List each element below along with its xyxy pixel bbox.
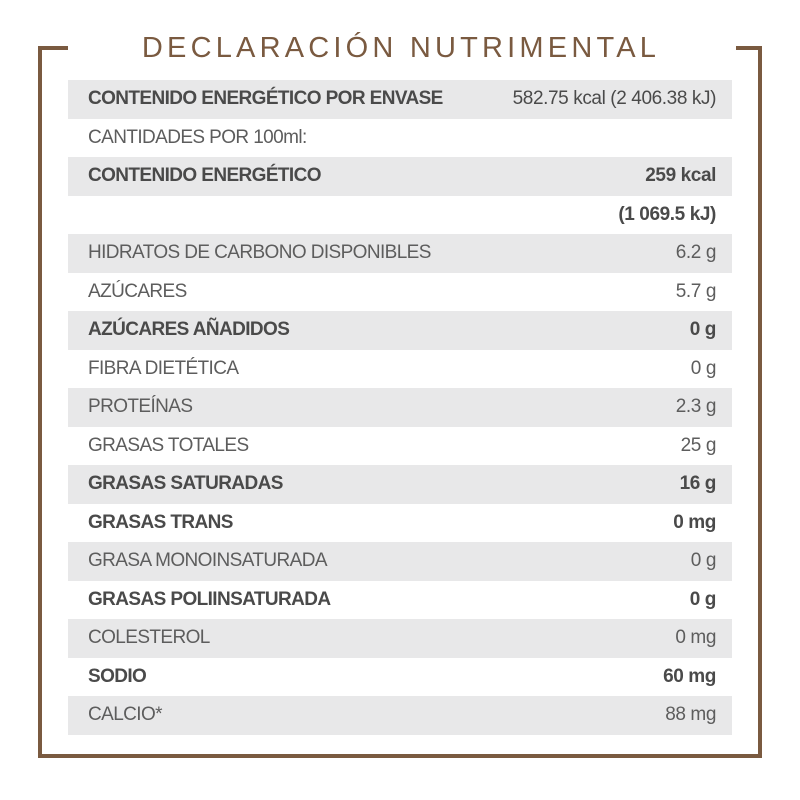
row-label: CALCIO* xyxy=(88,704,163,726)
row-label: GRASAS TOTALES xyxy=(88,434,249,456)
frame-top-left-segment xyxy=(38,46,68,50)
table-row-sodium: SODIO 60 mg xyxy=(68,658,732,697)
row-value: 25 g xyxy=(680,434,717,456)
table-row-added-sugars: AZÚCARES AÑADIDOS 0 g xyxy=(68,311,732,350)
table-row-carbohydrates: HIDRATOS DE CARBONO DISPONIBLES 6.2 g xyxy=(68,234,732,273)
row-label: CONTENIDO ENERGÉTICO xyxy=(88,165,322,187)
table-row-fiber: FIBRA DIETÉTICA 0 g xyxy=(68,350,732,389)
row-label: PROTEÍNAS xyxy=(88,396,193,418)
table-row-saturated-fat: GRASAS SATURADAS 16 g xyxy=(68,465,732,504)
row-label: CONTENIDO ENERGÉTICO POR ENVASE xyxy=(88,88,443,110)
row-value: 60 mg xyxy=(663,665,716,687)
row-value: 88 mg xyxy=(665,704,716,726)
table-row-trans-fat: GRASAS TRANS 0 mg xyxy=(68,504,732,543)
row-label: SODIO xyxy=(88,665,147,687)
row-value: 5.7 g xyxy=(675,280,717,302)
label-frame xyxy=(38,46,762,758)
row-label: GRASA MONOINSATURADA xyxy=(88,550,328,572)
table-row-polyunsaturated-fat: GRASAS POLIINSATURADA 0 g xyxy=(68,581,732,620)
row-label: COLESTEROL xyxy=(88,627,210,649)
panel-title: DECLARACIÓN NUTRIMENTAL xyxy=(141,32,661,64)
frame-top-right-segment xyxy=(736,46,762,50)
row-label: GRASAS TRANS xyxy=(88,511,233,533)
table-row-proteins: PROTEÍNAS 2.3 g xyxy=(68,388,732,427)
row-value: 582.75 kcal (2 406.38 kJ) xyxy=(512,88,717,110)
row-label: GRASAS SATURADAS xyxy=(88,473,283,495)
table-row-sugars: AZÚCARES 5.7 g xyxy=(68,273,732,312)
table-row-energy-per-package: CONTENIDO ENERGÉTICO POR ENVASE 582.75 k… xyxy=(68,80,732,119)
table-row-monounsaturated-fat: GRASA MONOINSATURADA 0 g xyxy=(68,542,732,581)
row-value: 2.3 g xyxy=(675,396,717,418)
row-label: HIDRATOS DE CARBONO DISPONIBLES xyxy=(88,242,431,264)
row-value: (1 069.5 kJ) xyxy=(618,203,716,225)
row-value: 6.2 g xyxy=(675,242,717,264)
row-label: AZÚCARES xyxy=(88,280,187,302)
row-value: 0 mg xyxy=(673,511,716,533)
nutrition-table: CONTENIDO ENERGÉTICO POR ENVASE 582.75 k… xyxy=(68,80,732,735)
table-row-cholesterol: COLESTEROL 0 mg xyxy=(68,619,732,658)
table-row-per-100ml-header: CANTIDADES POR 100ml: xyxy=(68,119,732,158)
table-row-calcium: CALCIO* 88 mg xyxy=(68,696,732,735)
table-row-energy-kj: (1 069.5 kJ) xyxy=(68,196,732,235)
row-label: FIBRA DIETÉTICA xyxy=(88,357,239,379)
row-value: 0 g xyxy=(689,319,717,341)
row-value: 0 g xyxy=(689,588,717,610)
row-value: 16 g xyxy=(679,473,717,495)
row-label: AZÚCARES AÑADIDOS xyxy=(88,319,290,341)
table-row-total-fat: GRASAS TOTALES 25 g xyxy=(68,427,732,466)
table-row-energy: CONTENIDO ENERGÉTICO 259 kcal xyxy=(68,157,732,196)
row-value: 0 g xyxy=(690,550,717,572)
row-value: 0 g xyxy=(690,357,717,379)
row-value: 259 kcal xyxy=(645,165,716,187)
row-label: GRASAS POLIINSATURADA xyxy=(88,588,331,610)
row-label: CANTIDADES POR 100ml: xyxy=(88,126,307,148)
row-value: 0 mg xyxy=(675,627,716,649)
